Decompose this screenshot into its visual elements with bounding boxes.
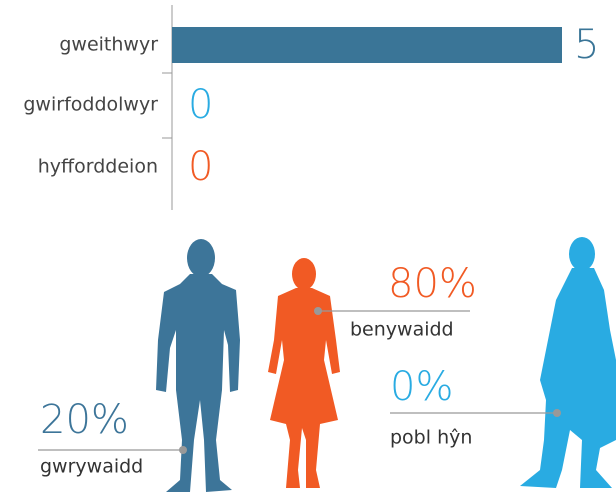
figure-labels: 20% gwrywaidd 80% benywaidd 0% pobl hŷn xyxy=(38,261,561,478)
pointer-dot xyxy=(179,446,187,454)
category-label: gweithwyr xyxy=(59,34,158,56)
value-label: 0 xyxy=(188,144,213,190)
figure-label: benywaidd xyxy=(350,319,454,341)
value-label: 0 xyxy=(188,82,213,128)
category-label: hyfforddeion xyxy=(38,156,158,178)
pointer-dot xyxy=(314,307,322,315)
elder-silhouette xyxy=(520,237,616,488)
percentage: 20% xyxy=(40,397,129,443)
female-silhouette xyxy=(268,258,340,488)
bar xyxy=(172,27,562,63)
pointer-dot xyxy=(553,409,561,417)
value-label: 5 xyxy=(574,22,599,68)
bar-chart: gweithwyr 5 gwirfoddolwyr 0 hyfforddeion 0 xyxy=(23,22,599,190)
category-label: gwirfoddolwyr xyxy=(23,94,158,116)
figure-label: gwrywaidd xyxy=(40,456,143,478)
percentage: 80% xyxy=(388,261,477,307)
male-silhouette xyxy=(156,239,240,492)
percentage: 0% xyxy=(390,364,453,410)
figure-label: pobl hŷn xyxy=(390,427,472,449)
